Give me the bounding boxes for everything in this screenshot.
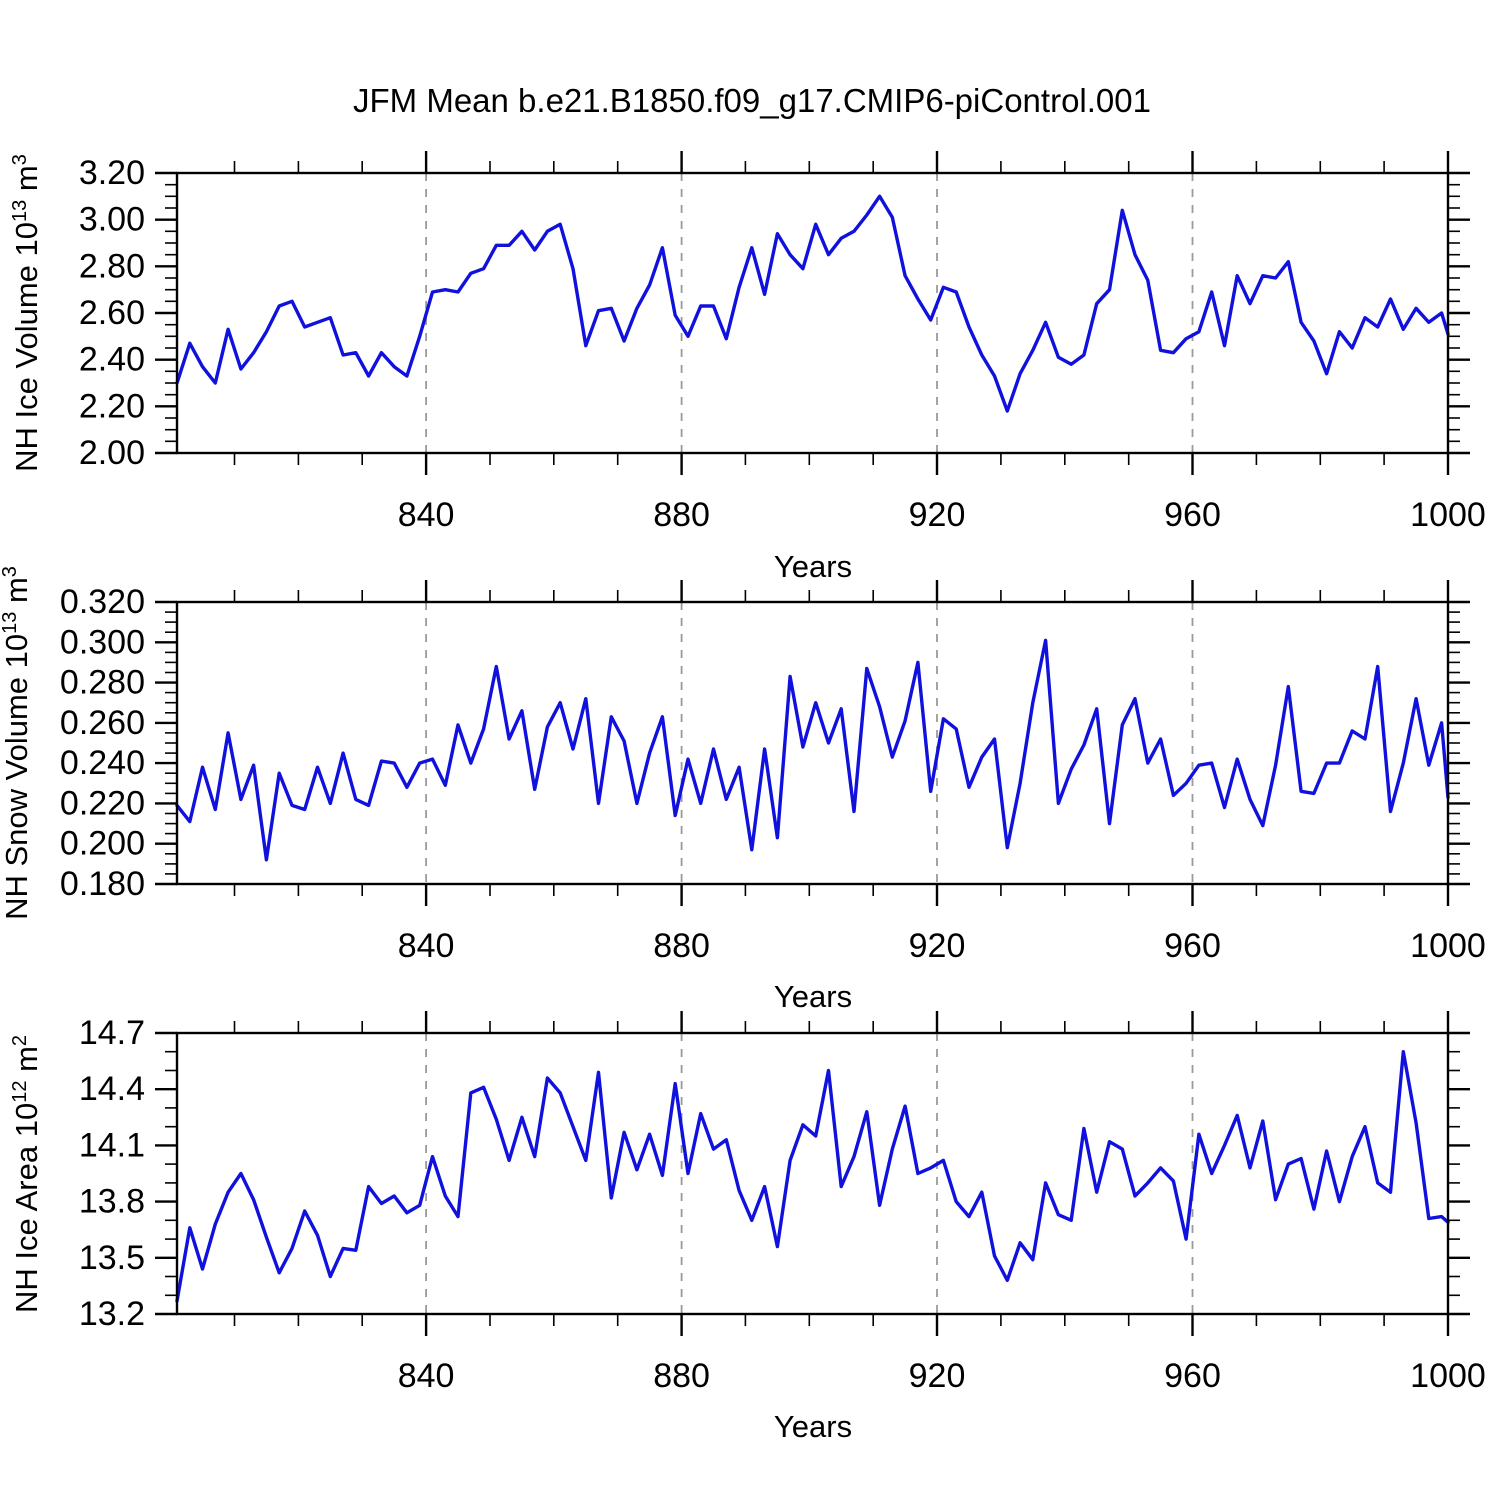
x-tick-label: 920 <box>909 927 966 965</box>
y-axis-label-unit: m <box>9 165 45 200</box>
y-tick-label: 0.240 <box>60 744 145 782</box>
plot-frame <box>175 600 1450 886</box>
x-axis-label-panel-3: Years <box>773 1409 853 1444</box>
x-tick-label: 880 <box>653 1357 710 1395</box>
x-tick-label: 960 <box>1164 496 1221 534</box>
y-tick-label: 0.300 <box>60 623 145 661</box>
x-tick-label: 920 <box>909 1357 966 1395</box>
y-axis-label-ice-volume: NH Ice Volume 1013 m3 <box>9 154 45 472</box>
exponent: 3 <box>0 566 21 578</box>
y-axis-label-unit: m <box>9 1046 45 1081</box>
panel-nh-ice-area: 840 880 920 960 1000 14.7 14.4 14.1 13.8 13.5 13.2 <box>79 1011 1486 1395</box>
panel-nh-ice-volume: 840 880 920 960 1000 3.20 3.00 2.80 2.60 2.40 2.20… <box>79 151 1486 534</box>
x-tick-label: 880 <box>653 496 710 534</box>
x-axis-label-panel-2: Years <box>773 979 853 1014</box>
x-tick-label: 960 <box>1164 1357 1221 1395</box>
y-axis-label-text: NH Ice Area 10 <box>9 1102 45 1314</box>
x-tick-label: 840 <box>398 496 455 534</box>
y-tick-label: 14.7 <box>79 1014 145 1052</box>
y-tick-label: 2.20 <box>79 387 145 425</box>
y-tick-label: 3.20 <box>79 154 145 192</box>
exponent: 13 <box>0 611 21 634</box>
x-tick-label: 840 <box>398 927 455 965</box>
exponent: 13 <box>8 199 31 222</box>
y-tick-label: 0.220 <box>60 784 145 822</box>
exponent: 2 <box>8 1034 31 1047</box>
x-tick-label: 880 <box>653 927 710 965</box>
x-tick-label: 1000 <box>1410 927 1486 965</box>
y-tick-label: 14.4 <box>79 1070 145 1108</box>
y-tick-label: 13.2 <box>79 1295 145 1333</box>
x-tick-label: 840 <box>398 1357 455 1395</box>
data-line-nh-snow-volume <box>175 638 1450 862</box>
x-tick-label: 1000 <box>1410 1357 1486 1395</box>
y-axis-label-ice-area: NH Ice Area 1012 m2 <box>9 1035 45 1313</box>
y-axis-label-unit: m <box>0 577 35 612</box>
plot-frame <box>175 171 1450 455</box>
y-tick-label: 13.8 <box>79 1183 145 1221</box>
y-tick-label: 2.60 <box>79 294 145 332</box>
y-tick-label: 0.320 <box>60 583 145 621</box>
exponent: 12 <box>8 1080 31 1103</box>
x-tick-label: 1000 <box>1410 496 1486 534</box>
y-axis-label-text: NH Ice Volume 10 <box>9 221 45 472</box>
x-tick-label: 960 <box>1164 927 1221 965</box>
y-tick-label: 2.80 <box>79 247 145 285</box>
figure-title: JFM Mean b.e21.B1850.f09_g17.CMIP6-piCon… <box>353 82 1151 119</box>
y-tick-label: 2.40 <box>79 341 145 379</box>
y-tick-label: 0.180 <box>60 865 145 903</box>
panel-nh-snow-volume: 840 880 920 960 1000 0.3200.3000.2800.2600.24… <box>60 580 1486 965</box>
y-tick-label: 2.00 <box>79 434 145 472</box>
plot-frame <box>175 1031 1450 1316</box>
y-axis-label-snow-volume: NH Snow Volume 1013 m3 <box>0 566 35 920</box>
data-line-nh-ice-volume <box>175 194 1450 413</box>
y-tick-label: 0.200 <box>60 825 145 863</box>
y-axis-label-text: NH Snow Volume 10 <box>0 633 35 920</box>
y-tick-label: 14.1 <box>79 1126 145 1164</box>
x-tick-label: 920 <box>909 496 966 534</box>
y-tick-label: 13.5 <box>79 1239 145 1277</box>
data-line-nh-ice-area <box>175 1049 1450 1303</box>
y-tick-label: 0.260 <box>60 704 145 742</box>
y-tick-label: 3.00 <box>79 201 145 239</box>
x-axis-label-panel-1: Years <box>773 549 853 584</box>
y-tick-label: 0.280 <box>60 664 145 702</box>
exponent: 3 <box>8 154 31 166</box>
